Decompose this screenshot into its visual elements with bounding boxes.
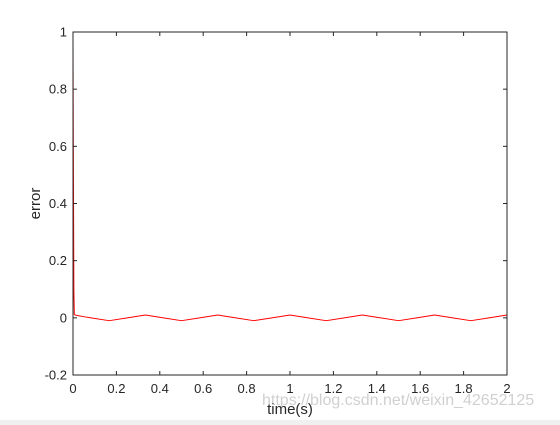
y-tick-label: 0.8	[49, 82, 67, 97]
x-tick-label: 1.4	[368, 381, 386, 396]
y-tick-label: 1	[60, 25, 67, 40]
x-tick-label: 0.4	[151, 381, 169, 396]
y-tick-label: 0.6	[49, 139, 67, 154]
plot-frame	[72, 31, 508, 376]
x-tick-label: 1.6	[411, 381, 429, 396]
x-tick-label: 0.6	[194, 381, 212, 396]
x-tick-label: 0.8	[238, 381, 256, 396]
plot-area	[73, 32, 507, 375]
x-tick-label: 0.2	[107, 381, 125, 396]
x-tick-label: 0	[69, 381, 76, 396]
x-tick-label: 1	[286, 381, 293, 396]
x-axis-label: time(s)	[267, 401, 313, 418]
y-axis-label: error	[27, 188, 44, 220]
watermark-text: https://blog.csdn.net/weixin_42652125	[262, 392, 535, 409]
y-tick-label: 0.4	[49, 196, 67, 211]
x-tick-label: 1.8	[455, 381, 473, 396]
y-tick-label: 0	[60, 310, 67, 325]
y-tick-label: 0.2	[49, 253, 67, 268]
x-tick-label: 1.2	[324, 381, 342, 396]
x-tick-label: 2	[503, 381, 510, 396]
ticks-layer: 0 0.2 0.4 0.6 0.8 1 1.2 1.4 1.6 1.8 2-0.200.20.40.…	[45, 25, 511, 397]
series-layer	[72, 46, 508, 322]
y-tick-label: -0.2	[45, 368, 67, 383]
series-line	[72, 46, 508, 322]
